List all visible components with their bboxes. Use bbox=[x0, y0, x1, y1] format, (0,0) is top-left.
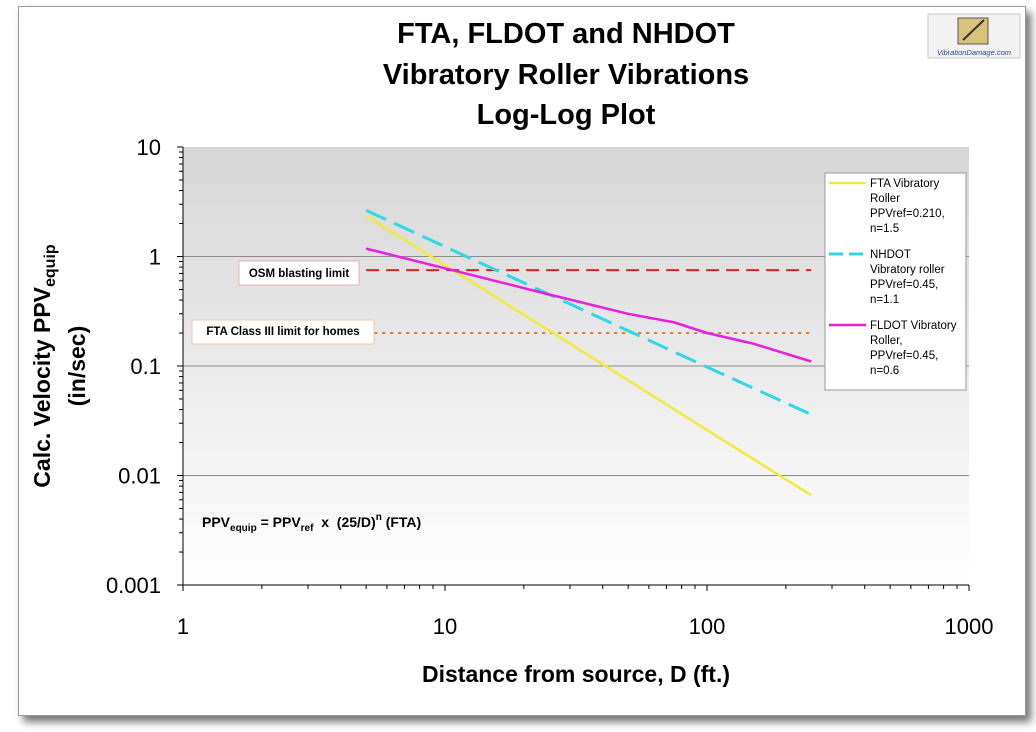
y-tick-label: 0.01 bbox=[118, 464, 161, 489]
x-tick-label: 1 bbox=[177, 614, 189, 639]
chart-title-line-1: FTA, FLDOT and NHDOT bbox=[397, 18, 735, 50]
formula-sub-2: ref bbox=[301, 523, 314, 534]
y-axis-title: Calc. Velocity PPVequip (in/sec) bbox=[29, 244, 90, 488]
x-tick-labels: 1 10 100 1000 bbox=[177, 585, 994, 639]
minor-ticks bbox=[179, 151, 958, 589]
y-tick-label: 0.001 bbox=[106, 573, 161, 598]
legend-label-1: n=1.5 bbox=[870, 223, 899, 235]
series-line-2 bbox=[365, 208, 812, 416]
formula-sub-1: equip bbox=[230, 523, 257, 534]
formula-part-4: (FTA) bbox=[382, 514, 421, 530]
series-line-3 bbox=[365, 247, 812, 363]
legend-label-2: NHDOT bbox=[870, 249, 911, 261]
legend-label-3: PPVref=0.45, bbox=[870, 350, 938, 362]
formula-exponent: n bbox=[376, 512, 382, 523]
series-line-1 bbox=[365, 214, 812, 497]
legend-items: FTA Vibratory Roller PPVref=0.210, n=1.5 NHD… bbox=[829, 178, 957, 377]
chart-title-line-2: Vibratory Roller Vibrations bbox=[383, 59, 749, 91]
osm-limit-label-bg bbox=[238, 260, 360, 286]
legend-label-3: Roller, bbox=[870, 335, 903, 347]
y-axis-title-line-1: Calc. Velocity PPVequip bbox=[29, 244, 59, 488]
y-axis-title-subscript: equip bbox=[42, 244, 59, 287]
y-axis-title-line-2: (in/sec) bbox=[64, 326, 90, 407]
legend-box bbox=[824, 172, 967, 391]
formula-part-3: x (25/D) bbox=[313, 514, 375, 530]
x-tick-label: 10 bbox=[433, 614, 457, 639]
fta-limit-label-box: FTA Class III limit for homes bbox=[191, 319, 375, 345]
y-tick-label: 0.1 bbox=[130, 354, 161, 379]
legend-label-1: Roller bbox=[870, 193, 900, 205]
reference-lines bbox=[366, 269, 812, 335]
osm-limit-label: OSM blasting limit bbox=[249, 268, 349, 280]
y-tick-label: 10 bbox=[137, 135, 161, 160]
x-tick-label: 100 bbox=[689, 614, 726, 639]
legend-label-2: Vibratory roller bbox=[870, 264, 945, 276]
y-tick-labels: 10 1 0.1 0.01 0.001 bbox=[106, 135, 183, 598]
fta-limit-label: FTA Class III limit for homes bbox=[206, 326, 359, 338]
x-tick-label: 1000 bbox=[945, 614, 994, 639]
series-layer bbox=[365, 208, 812, 497]
legend-label-1: PPVref=0.210, bbox=[870, 208, 945, 220]
legend-label-3: FLDOT Vibratory bbox=[870, 320, 957, 332]
legend-label-1: FTA Vibratory bbox=[870, 178, 939, 190]
chart-title-line-3: Log-Log Plot bbox=[477, 99, 656, 131]
formula-annotation: PPVequip = PPVref x (25/D)n (FTA) bbox=[202, 512, 421, 534]
fta-limit-label-bg bbox=[191, 319, 375, 345]
y-axis-title-prefix: Calc. Velocity PPV bbox=[29, 286, 55, 487]
site-logo: VibrationDamage.com bbox=[927, 13, 1021, 59]
legend: FTA Vibratory Roller PPVref=0.210, n=1.5 NHD… bbox=[824, 172, 967, 391]
y-tick-label: 1 bbox=[149, 245, 161, 270]
legend-label-2: PPVref=0.45, bbox=[870, 279, 938, 291]
formula-part-1: PPV bbox=[202, 514, 231, 530]
logo-pen-icon bbox=[962, 19, 985, 41]
legend-label-3: n=0.6 bbox=[870, 365, 899, 377]
formula-part-2: = PPV bbox=[257, 514, 302, 530]
osm-limit-label-box: OSM blasting limit bbox=[238, 260, 360, 286]
x-axis-title: Distance from source, D (ft.) bbox=[422, 661, 730, 687]
logo-caption: VibrationDamage.com bbox=[937, 48, 1011, 57]
legend-label-2: n=1.1 bbox=[870, 294, 899, 306]
